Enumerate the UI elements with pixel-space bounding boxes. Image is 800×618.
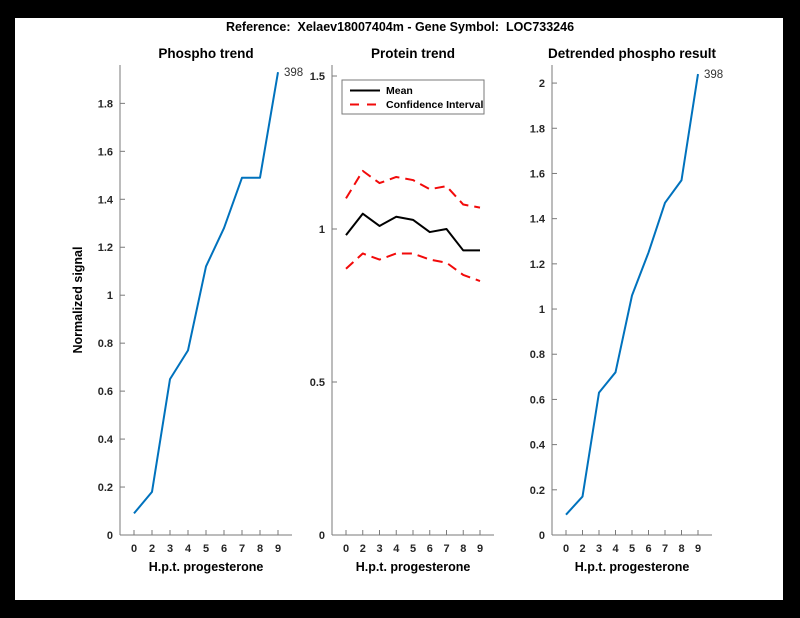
- x-tick-label: 8: [678, 543, 684, 555]
- y-tick-label: 1: [319, 224, 325, 236]
- y-tick-label: 1.6: [98, 146, 113, 158]
- y-tick-label: 1.6: [530, 168, 545, 180]
- y-tick-label: 0.2: [98, 482, 113, 494]
- y-tick-label: 0.5: [310, 377, 325, 389]
- x-tick-label: 2: [579, 543, 585, 555]
- x-axis-label: H.p.t. progesterone: [149, 560, 264, 574]
- figure-title: Reference: Xelaev18007404m - Gene Symbol…: [225, 20, 575, 34]
- y-tick-label: 0: [107, 530, 113, 542]
- y-axis-label: Normalized signal: [71, 247, 85, 354]
- x-tick-label: 7: [239, 543, 245, 555]
- y-tick-label: 2: [539, 78, 545, 90]
- x-tick-label: 7: [662, 543, 668, 555]
- x-tick-label: 9: [275, 543, 281, 555]
- y-tick-label: 0.2: [530, 485, 545, 497]
- chart-title: Detrended phospho result: [548, 46, 717, 61]
- y-tick-label: 0.4: [98, 434, 114, 446]
- x-tick-label: 3: [376, 543, 382, 555]
- x-tick-label: 4: [185, 543, 192, 555]
- series-line-398: [133, 72, 279, 515]
- y-tick-label: 0.4: [530, 440, 546, 452]
- x-tick-label: 9: [695, 543, 701, 555]
- x-tick-label: 8: [257, 543, 263, 555]
- y-tick-label: 1: [539, 304, 545, 316]
- x-tick-label: 4: [393, 543, 400, 555]
- x-axis-label: H.p.t. progesterone: [356, 560, 471, 574]
- y-tick-label: 0.6: [98, 386, 113, 398]
- y-tick-label: 1.2: [98, 242, 113, 254]
- y-tick-label: 1.8: [530, 123, 545, 135]
- legend-box: [341, 79, 485, 115]
- subplot-3: 0 2 3 4 5 6 7 8 900.20.40.60.811.21.41.61.82Detr…: [530, 46, 723, 574]
- y-tick-label: 0: [539, 530, 545, 542]
- y-tick-label: 1.2: [530, 259, 545, 271]
- x-tick-label: 7: [443, 543, 449, 555]
- x-tick-label: 6: [645, 543, 651, 555]
- x-tick-label: 6: [427, 543, 433, 555]
- series-end-label: 398: [704, 69, 723, 81]
- y-tick-label: 1.4: [98, 194, 114, 206]
- x-tick-label: 9: [477, 543, 483, 555]
- chart-title: Phospho trend: [158, 46, 253, 61]
- y-tick-label: 0.8: [530, 349, 545, 361]
- series-line-398: [565, 73, 699, 516]
- x-tick-label: 6: [221, 543, 227, 555]
- x-tick-label: 5: [629, 543, 635, 555]
- x-tick-label: 0: [343, 543, 349, 555]
- x-tick-label: 2: [149, 543, 155, 555]
- chart-title: Protein trend: [371, 46, 455, 61]
- y-tick-label: 0.8: [98, 338, 113, 350]
- x-tick-label: 8: [460, 543, 466, 555]
- y-tick-label: 0.6: [530, 394, 545, 406]
- y-tick-label: 1.4: [530, 214, 546, 226]
- x-axis-label: H.p.t. progesterone: [575, 560, 690, 574]
- series-line-mean: [345, 212, 480, 252]
- y-tick-label: 1.8: [98, 98, 113, 110]
- subplot-1: 0 2 3 4 5 6 7 8 900.20.40.60.811.21.41.61.8Phosp…: [71, 46, 303, 574]
- x-tick-label: 5: [203, 543, 209, 555]
- series-line-confidence-interval-lower: [345, 252, 481, 282]
- x-tick-label: 0: [563, 543, 569, 555]
- x-tick-label: 3: [167, 543, 173, 555]
- legend-label: Mean: [386, 85, 413, 97]
- x-tick-label: 0: [131, 543, 137, 555]
- y-tick-label: 0: [319, 530, 325, 542]
- legend-label: Confidence Interval: [386, 99, 484, 111]
- x-tick-label: 5: [410, 543, 416, 555]
- x-tick-label: 2: [360, 543, 366, 555]
- series-line-confidence-interval-upper: [345, 169, 481, 209]
- x-tick-label: 3: [596, 543, 602, 555]
- x-tick-label: 4: [612, 543, 619, 555]
- y-tick-label: 1: [107, 290, 113, 302]
- y-tick-label: 1.5: [310, 71, 325, 83]
- series-end-label: 398: [284, 67, 303, 79]
